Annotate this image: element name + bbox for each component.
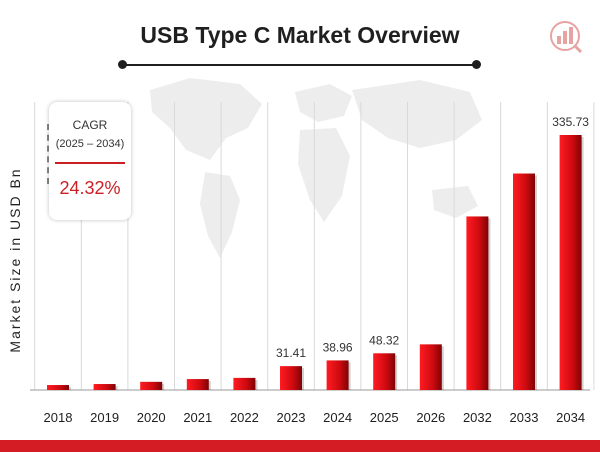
x-tick-2018: 2018: [44, 410, 73, 425]
bar-2021: [186, 379, 209, 390]
x-tick-2022: 2022: [230, 410, 259, 425]
data-label-2023: 31.41: [276, 346, 306, 360]
x-tick-2034: 2034: [556, 410, 585, 425]
cagr-connector: [47, 124, 51, 184]
cagr-title: CAGR: [72, 118, 108, 132]
x-tick-2033: 2033: [510, 410, 539, 425]
bars-group: [47, 135, 584, 390]
world-map-watermark: [150, 78, 482, 258]
bar-2032: [466, 216, 489, 390]
chart-grid: [30, 102, 595, 391]
title-underline-dot-left: [118, 60, 127, 69]
bar-2033: [513, 173, 535, 390]
x-tick-2032: 2032: [463, 410, 492, 425]
bar-2026: [419, 344, 442, 390]
bar-2022: [233, 377, 256, 390]
chart-title: USB Type C Market Overview: [140, 22, 460, 48]
cagr-value: 24.32%: [59, 178, 121, 198]
bar-2023: [280, 366, 302, 390]
x-tick-2026: 2026: [416, 410, 445, 425]
bar-2019: [93, 384, 116, 390]
data-labels-group: 31.41 38.96 48.32 335.73: [276, 115, 589, 360]
title-underline-dot-right: [472, 60, 481, 69]
data-label-2024: 38.96: [323, 340, 353, 354]
data-label-2025: 48.32: [369, 333, 399, 347]
data-label-2034: 335.73: [552, 115, 589, 129]
bar-2020: [140, 381, 163, 390]
x-tick-labels: 2018 2019 2020 2021 2022 2023 2024 2025 2026 2032…: [44, 410, 586, 425]
bar-2025: [373, 353, 396, 390]
x-tick-2024: 2024: [323, 410, 352, 425]
cagr-period: (2025 – 2034): [55, 138, 125, 150]
footer-strip: [0, 440, 600, 452]
x-tick-2020: 2020: [137, 410, 166, 425]
bar-2024: [326, 360, 349, 390]
x-tick-2023: 2023: [277, 410, 306, 425]
bar-2018: [47, 385, 69, 390]
bar-2034: [559, 135, 582, 390]
cagr-callout: CAGR (2025 – 2034) 24.32%: [49, 102, 131, 220]
y-axis-label: Market Size in USD Bn: [7, 167, 23, 353]
x-tick-2021: 2021: [183, 410, 212, 425]
x-tick-2019: 2019: [90, 410, 119, 425]
title-underline: [122, 64, 476, 66]
brand-logo-icon: [550, 21, 583, 54]
x-tick-2025: 2025: [370, 410, 399, 425]
cagr-divider: [55, 162, 125, 164]
